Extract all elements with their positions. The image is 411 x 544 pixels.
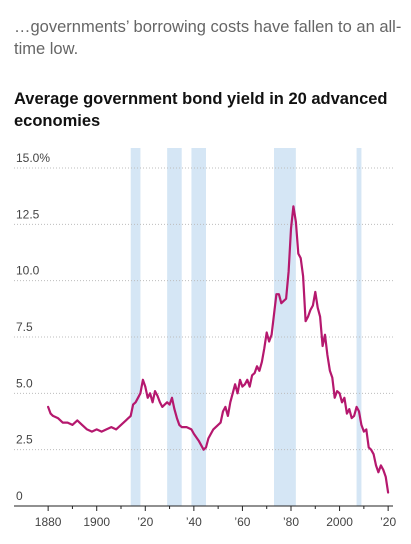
- series-group: [46, 205, 390, 494]
- chart-title: Average government bond yield in 20 adva…: [14, 90, 388, 130]
- x-tick-label: 1900: [83, 515, 110, 529]
- x-tick-label: ’60: [234, 515, 250, 529]
- x-tick-label: ’40: [186, 515, 202, 529]
- y-tick-label: 15.0%: [16, 151, 50, 165]
- y-tick-label: 5.0: [16, 376, 33, 390]
- y-tick-label: 7.5: [16, 320, 33, 334]
- x-tick-label: ’20: [380, 515, 396, 529]
- x-tick-label: ’80: [283, 515, 299, 529]
- x-tick-label: 1880: [35, 515, 62, 529]
- shaded-period-0: [130, 148, 141, 506]
- x-tick-label: ’20: [137, 515, 153, 529]
- y-axis-ticks: 15.0% 12.5 10.0 7.5 5.0 2.5 0: [16, 151, 50, 503]
- y-tick-label: 10.0: [16, 264, 40, 278]
- shaded-period-4: [356, 148, 362, 506]
- x-tick-label: 2000: [326, 515, 353, 529]
- x-axis: 1880 1900 ’20 ’40 ’60 ’80 2000 ’20: [14, 505, 396, 529]
- y-tick-label: 2.5: [16, 433, 33, 447]
- shaded-period-2: [191, 148, 206, 506]
- shaded-period-1: [167, 148, 182, 506]
- shaded-periods: [130, 148, 362, 506]
- shaded-period-3: [274, 148, 296, 506]
- y-tick-label: 12.5: [16, 207, 40, 221]
- series-line-0: [46, 205, 390, 494]
- chart-subtitle: …governments’ borrowing costs have falle…: [14, 18, 402, 58]
- y-tick-label: 0: [16, 489, 23, 503]
